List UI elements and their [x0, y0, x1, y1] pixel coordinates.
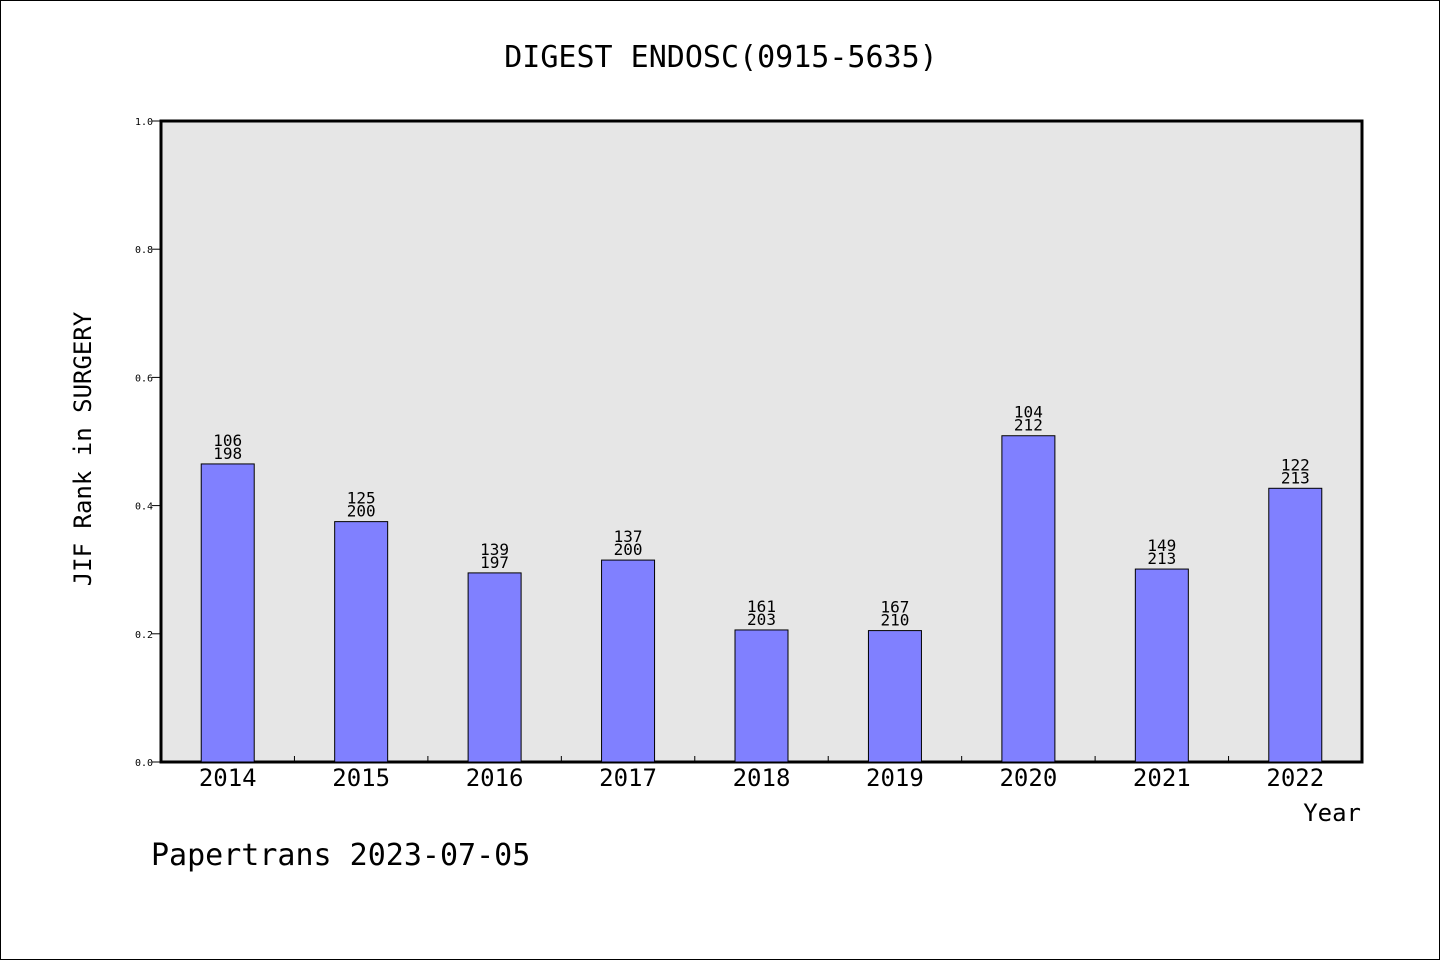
x-tick-label: 2015 [332, 764, 390, 792]
bar [1134, 568, 1189, 763]
x-tick-label: 2017 [599, 764, 657, 792]
bar-label-rank: 106 [213, 431, 242, 450]
y-tick-label: 0.2 [135, 630, 153, 641]
bar-label-total: 213 [1281, 468, 1310, 487]
x-tick-label: 2022 [1266, 764, 1324, 792]
y-tick-label: 0.6 [135, 373, 153, 384]
bar-label-rank: 137 [614, 527, 643, 546]
x-tick-label: 2016 [466, 764, 524, 792]
bar-label-rank: 125 [347, 489, 376, 508]
x-tick-label: 2014 [199, 764, 257, 792]
bar-label-rank: 122 [1281, 455, 1310, 474]
bar-label-total: 197 [480, 553, 509, 572]
bar [334, 521, 389, 763]
y-tick-label: 0.4 [135, 502, 153, 513]
x-tick-label: 2020 [999, 764, 1057, 792]
x-axis: 2014 2015 2016 2017 2018 2019 2020 2021 2022 [199, 756, 1324, 792]
y-axis: 0.0 0.2 0.4 0.6 0.8 1.0 [135, 117, 161, 769]
chart-title: DIGEST ENDOSC(0915-5635) [504, 40, 937, 75]
bar-label-total: 198 [213, 444, 242, 463]
x-tick-label: 2019 [866, 764, 924, 792]
y-axis-label: JIF Rank in SURGERY [69, 311, 97, 586]
bar [1268, 487, 1323, 763]
x-tick-label: 2018 [733, 764, 791, 792]
bar-label-rank: 104 [1014, 403, 1043, 422]
bar-label-total: 212 [1014, 416, 1043, 435]
y-tick-label: 1.0 [135, 117, 153, 128]
bar-label-total: 200 [614, 540, 643, 559]
bar [1001, 435, 1056, 763]
bar-label-total: 210 [880, 611, 909, 630]
bar-label-rank: 161 [747, 597, 776, 616]
bar [200, 463, 255, 763]
bar-label-rank: 167 [880, 598, 909, 617]
footer-credit: Papertrans 2023-07-05 [151, 838, 530, 873]
bar-label-rank: 149 [1147, 536, 1176, 555]
bar [467, 572, 522, 763]
y-tick-label: 0.0 [135, 758, 153, 769]
bar-label-total: 213 [1147, 549, 1176, 568]
x-tick-label: 2021 [1133, 764, 1191, 792]
bar [734, 629, 789, 763]
bars: 1061981252001391971372001612031672101042… [200, 403, 1323, 763]
x-axis-label: Year [1303, 799, 1361, 827]
bar-label-total: 203 [747, 610, 776, 629]
bar [601, 559, 656, 763]
bar-label-total: 200 [347, 502, 376, 521]
bar [867, 630, 922, 763]
y-tick-label: 0.8 [135, 245, 153, 256]
bar-label-rank: 139 [480, 540, 509, 559]
